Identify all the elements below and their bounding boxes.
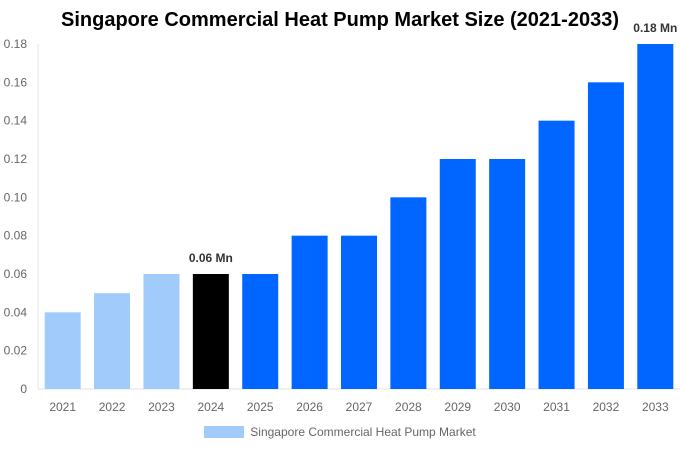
x-tick-label: 2033 <box>642 400 669 414</box>
x-tick-label: 2032 <box>593 400 620 414</box>
bar-2032 <box>587 82 624 389</box>
chart-title: Singapore Commercial Heat Pump Market Si… <box>61 9 619 31</box>
x-tick-label: 2026 <box>296 400 323 414</box>
bar-2028 <box>390 197 427 389</box>
x-tick-label: 2022 <box>99 400 126 414</box>
bar-2027 <box>341 235 377 389</box>
bar-2026 <box>291 235 328 389</box>
x-tick-label: 2021 <box>49 400 76 414</box>
x-tick-label: 2023 <box>148 400 175 414</box>
y-tick-label: 0.10 <box>4 190 28 204</box>
bar-2025 <box>242 274 279 389</box>
legend: Singapore Commercial Heat Pump Market <box>0 425 680 439</box>
x-tick-label: 2027 <box>346 400 373 414</box>
legend-swatch <box>204 426 245 438</box>
y-tick-label: 0.06 <box>4 267 28 281</box>
bar-2022 <box>94 293 131 389</box>
x-tick-label: 2030 <box>494 400 521 414</box>
bar-2023 <box>143 274 180 389</box>
bar-2031 <box>538 120 575 390</box>
x-tick-label: 2031 <box>543 400 570 414</box>
x-tick-label: 2028 <box>395 400 422 414</box>
data-label: 0.18 Mn <box>633 21 677 35</box>
x-tick-label: 2029 <box>444 400 471 414</box>
bar-2030 <box>489 159 526 389</box>
data-label: 0.06 Mn <box>189 251 233 265</box>
x-tick-label: 2024 <box>197 400 224 414</box>
y-tick-label: 0.02 <box>4 344 28 358</box>
x-tick-label: 2025 <box>247 400 274 414</box>
y-tick-label: 0.04 <box>4 305 28 319</box>
bar-2024 <box>192 274 229 389</box>
y-tick-label: 0.08 <box>4 229 28 243</box>
bar-2021 <box>44 312 81 389</box>
y-tick-label: 0.12 <box>4 152 28 166</box>
y-tick-label: 0.14 <box>4 114 28 128</box>
bar-2029 <box>439 159 476 389</box>
y-tick-label: 0 <box>20 382 27 396</box>
bar-2033 <box>637 44 674 389</box>
y-tick-label: 0.16 <box>4 75 28 89</box>
legend-label: Singapore Commercial Heat Pump Market <box>250 425 476 439</box>
y-tick-label: 0.18 <box>4 37 28 51</box>
